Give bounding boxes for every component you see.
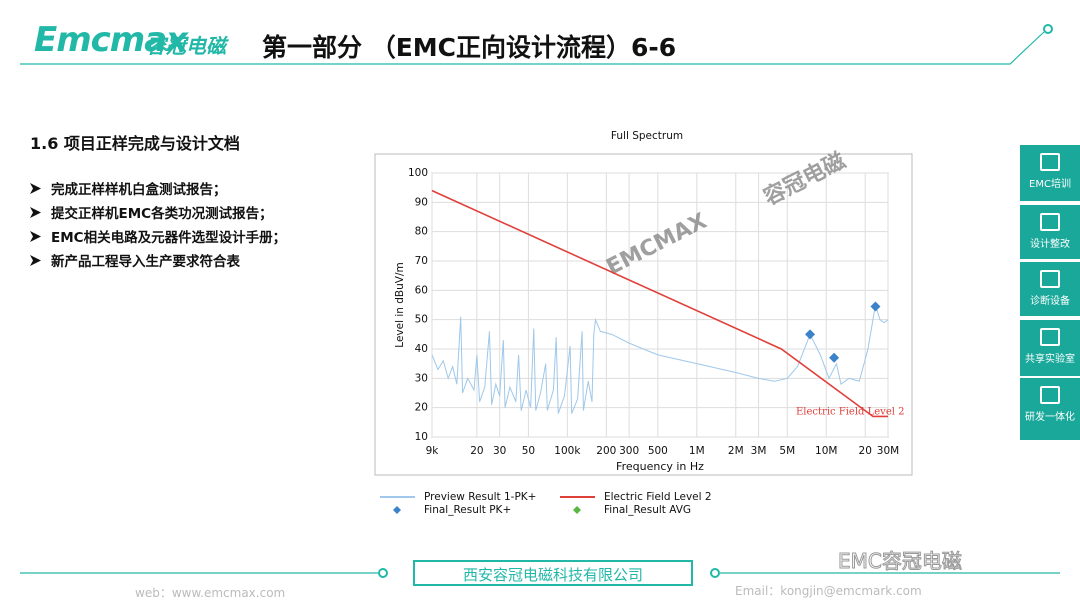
chart-title: Full Spectrum bbox=[611, 130, 683, 142]
sidebar-icon bbox=[1040, 386, 1060, 404]
bullet: 提交正样机EMC各类功况测试报告； bbox=[30, 202, 273, 222]
x-tick-label: 100k bbox=[554, 445, 581, 457]
sidebar-label: EMC培训 bbox=[1029, 179, 1071, 190]
plot-area bbox=[431, 172, 889, 438]
x-tick-label: 9k bbox=[426, 445, 440, 457]
bullet-text: 提交正样机EMC各类功况测试报告； bbox=[51, 206, 273, 222]
legend-symbol bbox=[573, 506, 581, 514]
x-tick-label: 50 bbox=[522, 445, 535, 457]
footer-watermark: EMC容冠电磁 bbox=[838, 549, 963, 574]
slide-title: 第一部分 （EMC正向设计流程）6-6 bbox=[262, 33, 677, 62]
x-tick-label: 1M bbox=[689, 445, 705, 457]
bullet: 完成正样样机白盒测试报告； bbox=[30, 178, 227, 198]
legend-label: Final_Result AVG bbox=[604, 504, 691, 516]
bullet: 新产品工程导入生产要求符合表 bbox=[30, 250, 240, 270]
bullet-icon bbox=[30, 182, 41, 194]
y-tick-label: 60 bbox=[415, 284, 428, 296]
y-tick-label: 90 bbox=[415, 196, 428, 208]
footer-web: web：www.emcmax.com bbox=[135, 586, 286, 600]
bullet: EMC相关电路及元器件选型设计手册； bbox=[30, 226, 286, 246]
bullet-text: 新产品工程导入生产要求符合表 bbox=[51, 254, 240, 270]
x-axis-label: Frequency in Hz bbox=[616, 460, 704, 473]
sidebar-icon bbox=[1040, 270, 1060, 288]
x-tick-label: 300 bbox=[619, 445, 639, 457]
section-title: 1.6 项目正样完成与设计文档 bbox=[30, 134, 240, 153]
sidebar-label: 共享实验室 bbox=[1025, 354, 1075, 365]
sidebar-button[interactable]: 设计整改 bbox=[1020, 205, 1080, 259]
bullet-icon bbox=[30, 230, 41, 242]
sidebar-label: 研发一体化 bbox=[1025, 412, 1075, 423]
y-tick-label: 10 bbox=[415, 431, 428, 443]
y-tick-label: 30 bbox=[415, 372, 428, 384]
y-tick-label: 40 bbox=[415, 343, 428, 355]
logo-cn: 容冠电磁 bbox=[146, 34, 226, 58]
sidebar-button[interactable]: 研发一体化 bbox=[1020, 378, 1080, 440]
marker bbox=[829, 352, 840, 363]
x-tick-label: 2M bbox=[728, 445, 744, 457]
footer-email: Email：kongjin@emcmark.com bbox=[735, 584, 922, 598]
marker bbox=[805, 329, 816, 340]
y-axis-label: Level in dBuV/m bbox=[394, 262, 406, 347]
sidebar-button[interactable]: 共享实验室 bbox=[1020, 320, 1080, 376]
sidebar-icon bbox=[1040, 328, 1060, 346]
y-tick-label: 80 bbox=[415, 226, 428, 238]
x-tick-label: 5M bbox=[779, 445, 795, 457]
x-tick-label: 20 bbox=[859, 445, 872, 457]
x-tick-label: 500 bbox=[648, 445, 668, 457]
bullet-icon bbox=[30, 254, 41, 266]
x-tick-label: 10M bbox=[815, 445, 837, 457]
legend-label: Final_Result PK+ bbox=[424, 504, 511, 516]
series-line bbox=[431, 189, 888, 418]
x-tick-label: 200 bbox=[596, 445, 616, 457]
x-tick-label: 3M bbox=[751, 445, 767, 457]
y-tick-label: 100 bbox=[408, 167, 428, 179]
x-tick-label: 20 bbox=[470, 445, 483, 457]
sidebar-icon bbox=[1040, 153, 1060, 171]
sidebar-button[interactable]: EMC培训 bbox=[1020, 145, 1080, 201]
legend-label: Preview Result 1-PK+ bbox=[424, 491, 536, 503]
legend-label: Electric Field Level 2 bbox=[604, 491, 712, 503]
sidebar-label: 诊断设备 bbox=[1030, 296, 1070, 307]
x-tick-label: 30M bbox=[877, 445, 899, 457]
marker bbox=[870, 301, 881, 312]
sidebar-button[interactable]: 诊断设备 bbox=[1020, 262, 1080, 316]
sidebar-icon bbox=[1040, 213, 1060, 231]
annotation: Electric Field Level 2 bbox=[796, 407, 905, 418]
legend-symbol bbox=[393, 506, 401, 514]
y-tick-label: 20 bbox=[415, 402, 428, 414]
sidebar-label: 设计整改 bbox=[1030, 239, 1070, 250]
y-tick-label: 50 bbox=[415, 314, 428, 326]
bullet-icon bbox=[30, 206, 41, 218]
bullet-text: EMC相关电路及元器件选型设计手册； bbox=[51, 230, 287, 246]
footer-company: 西安容冠电磁科技有限公司 bbox=[413, 560, 693, 586]
y-tick-label: 70 bbox=[415, 255, 428, 267]
series-line bbox=[431, 304, 889, 414]
bullet-text: 完成正样样机白盒测试报告； bbox=[51, 182, 227, 198]
x-tick-label: 30 bbox=[493, 445, 506, 457]
logo: Emcmax bbox=[34, 20, 188, 60]
